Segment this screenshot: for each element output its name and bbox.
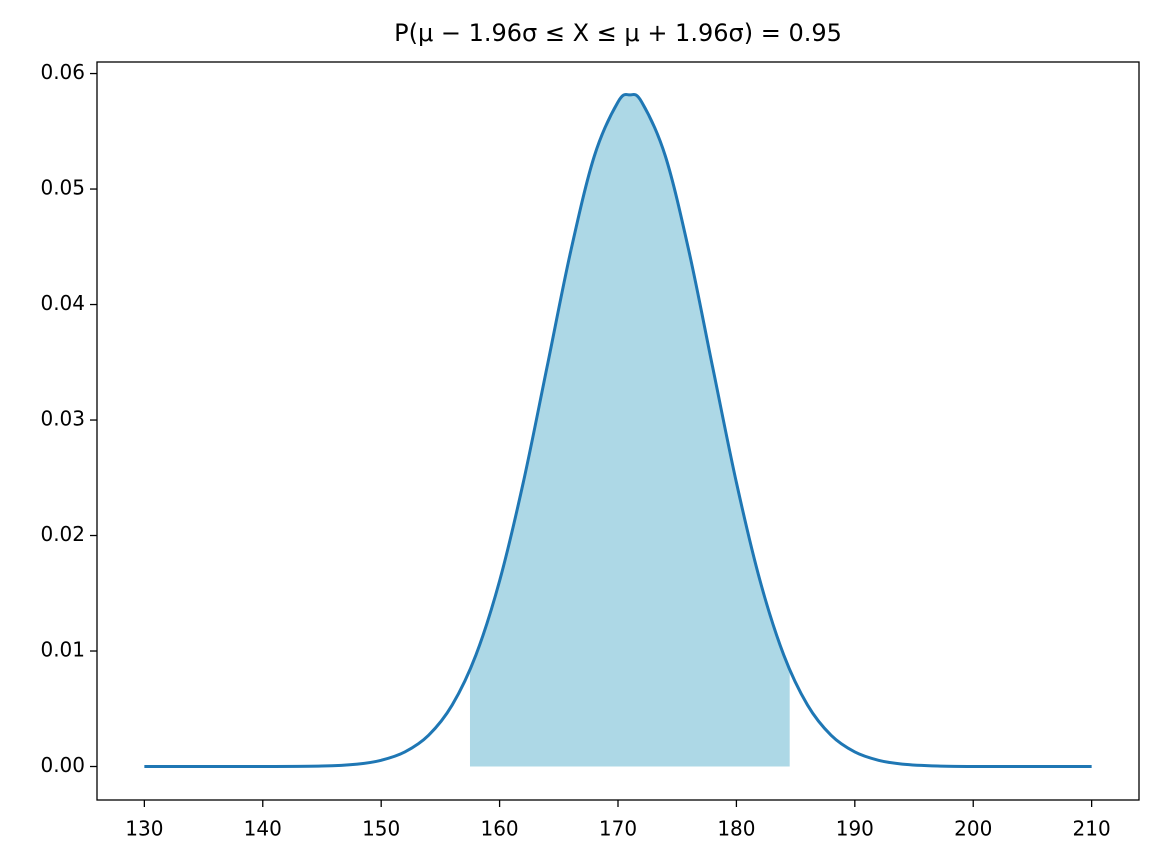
y-tick-label: 0.01 <box>40 638 85 662</box>
x-tick-label: 200 <box>954 817 992 841</box>
x-tick-label: 170 <box>599 817 637 841</box>
y-tick-label: 0.00 <box>40 753 85 777</box>
y-tick-label: 0.03 <box>40 407 85 431</box>
x-tick-label: 150 <box>362 817 400 841</box>
x-tick-label: 160 <box>480 817 518 841</box>
x-tick-label: 210 <box>1073 817 1111 841</box>
x-tick-label: 130 <box>125 817 163 841</box>
y-tick-label: 0.04 <box>40 291 85 315</box>
x-tick-label: 190 <box>836 817 874 841</box>
y-tick-label: 0.02 <box>40 522 85 546</box>
x-tick-label: 180 <box>717 817 755 841</box>
y-tick-label: 0.06 <box>40 60 85 84</box>
x-tick-label: 140 <box>244 817 282 841</box>
y-tick-label: 0.05 <box>40 176 85 200</box>
chart-title: P(μ − 1.96σ ≤ X ≤ μ + 1.96σ) = 0.95 <box>394 19 842 47</box>
shaded-area <box>469 94 790 767</box>
density-line <box>144 92 1092 769</box>
